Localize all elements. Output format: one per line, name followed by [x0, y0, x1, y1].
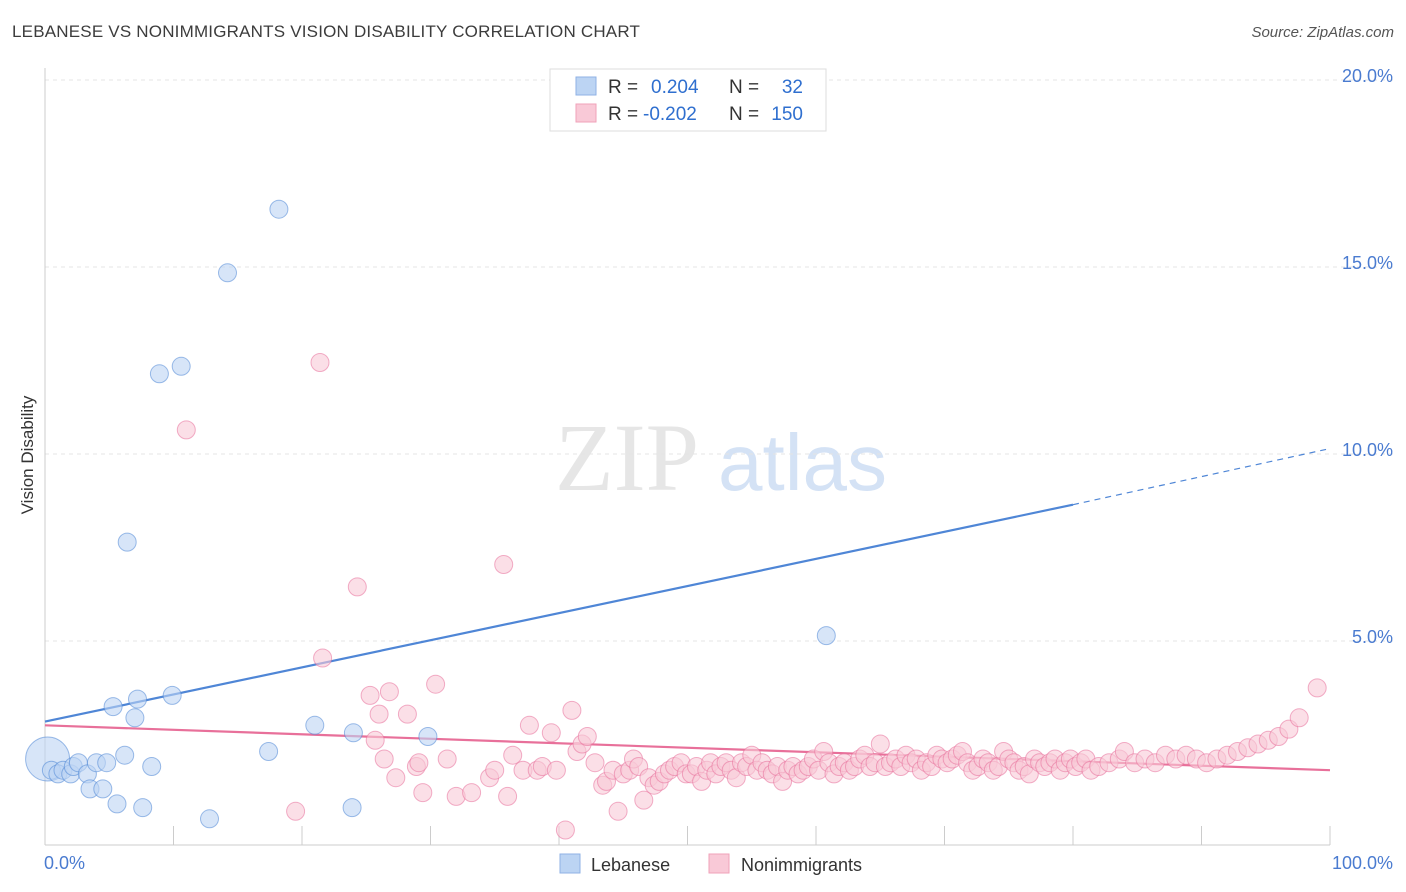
nonimmigrants-point-22 [498, 786, 518, 806]
nonimmigrants-point-30 [555, 820, 575, 840]
lebanese-point-27 [305, 715, 325, 735]
series-legend: Lebanese Nonimmigrants [559, 853, 862, 875]
nonimmigrants-point-10 [386, 768, 406, 788]
nonimmigrants-point-28 [541, 723, 561, 743]
nonimmigrants-point-44 [634, 790, 654, 810]
nonimmigrants-point-18 [462, 783, 482, 803]
lebanese-point-29 [343, 723, 363, 743]
lebanese-point-13 [107, 794, 127, 814]
nonimmigrants-point-3 [313, 648, 333, 668]
lebanese-point-23 [200, 809, 219, 829]
lebanese-point-24 [218, 263, 237, 283]
nonimmigrants-point-14 [413, 783, 433, 803]
lebanese-point-31 [816, 626, 836, 646]
lebanese-trend-extension [1072, 447, 1331, 506]
x-tick-max: 100.0% [1332, 853, 1393, 873]
legend-r-value-2: -0.202 [643, 104, 697, 125]
y-tick-labels: 5.0% 10.0% 15.0% 20.0% [1342, 66, 1393, 647]
nonimmigrants-point-2 [310, 353, 330, 372]
nonimmigrants-point-15 [426, 674, 446, 694]
correlation-legend: R = 0.204 N = 32 R = -0.202 N = 150 [549, 68, 827, 132]
lebanese-point-28 [342, 798, 362, 818]
legend-n-label-1: N = [729, 77, 759, 98]
nonimmigrants-point-90 [870, 734, 890, 754]
nonimmigrants-point-8 [374, 749, 394, 769]
lebanese-point-25 [259, 742, 279, 761]
nonimmigrants-point-16 [437, 749, 457, 769]
bottom-swatch-lebanese [559, 853, 581, 874]
nonimmigrants-point-20 [485, 760, 505, 780]
legend-swatch-nonimmigrants [575, 103, 597, 123]
nonimmigrants-point-23 [503, 745, 523, 765]
nonimmigrants-point-9 [379, 682, 399, 702]
nonimmigrants-point-5 [360, 685, 380, 705]
lebanese-point-12 [103, 697, 123, 717]
data-points [25, 199, 1327, 840]
lebanese-point-16 [125, 708, 145, 728]
y-tick-20: 20.0% [1342, 66, 1393, 86]
gridlines [45, 79, 1393, 642]
nonimmigrants-point-21 [494, 555, 514, 574]
legend-swatch-lebanese [575, 76, 597, 96]
nonimmigrants-point-35 [585, 753, 605, 773]
nonimmigrants-point-152 [1289, 708, 1309, 728]
nonimmigrants-point-25 [519, 715, 539, 735]
lebanese-point-21 [162, 685, 182, 705]
lebanese-point-11 [97, 753, 117, 773]
nonimmigrants-point-4 [347, 577, 367, 597]
lebanese-point-22 [171, 356, 191, 376]
nonimmigrants-point-13 [409, 753, 429, 773]
lebanese-point-19 [142, 757, 162, 776]
lebanese-point-20 [149, 364, 169, 384]
nonimmigrants-point-153 [1307, 678, 1327, 698]
nonimmigrants-point-29 [546, 760, 566, 780]
bottom-swatch-nonimmigrants [708, 853, 730, 874]
lebanese-point-14 [115, 745, 135, 765]
legend-r-value-1: 0.204 [651, 77, 699, 98]
nonimmigrants-point-6 [365, 730, 385, 750]
lebanese-point-18 [133, 798, 153, 818]
nonimmigrants-point-11 [397, 704, 417, 724]
lebanese-point-10 [93, 779, 113, 799]
lebanese-point-17 [128, 689, 147, 709]
nonimmigrants-point-31 [562, 700, 582, 720]
nonimmigrants-point-0 [176, 420, 196, 440]
y-tick-10: 10.0% [1342, 440, 1393, 460]
lebanese-point-15 [117, 532, 137, 552]
nonimmigrants-point-39 [608, 801, 628, 821]
legend-n-value-2: 150 [771, 104, 803, 125]
nonimmigrants-point-1 [286, 801, 306, 821]
y-tick-5: 5.0% [1352, 627, 1393, 647]
legend-n-label-2: N = [729, 104, 759, 125]
lebanese-point-26 [269, 199, 289, 219]
chart-title: LEBANESE VS NONIMMIGRANTS VISION DISABIL… [12, 22, 641, 41]
nonimmigrants-point-7 [369, 704, 389, 724]
lebanese-trend-line [44, 503, 1074, 723]
y-axis-label: Vision Disability [18, 395, 37, 514]
bottom-legend-lebanese: Lebanese [591, 855, 670, 875]
watermark-atlas: atlas [718, 418, 887, 507]
y-tick-15: 15.0% [1342, 253, 1393, 273]
watermark-zip: ZIP [555, 404, 699, 511]
bottom-legend-nonimmigrants: Nonimmigrants [741, 855, 862, 875]
legend-n-value-1: 32 [782, 77, 803, 98]
legend-r-label-1: R = [608, 77, 638, 98]
lebanese-point-30 [418, 727, 438, 746]
nonimmigrants-point-34 [577, 727, 597, 746]
source-credit: Source: ZipAtlas.com [1251, 24, 1394, 41]
legend-r-label-2: R = [608, 104, 638, 125]
x-tick-min: 0.0% [44, 853, 85, 873]
